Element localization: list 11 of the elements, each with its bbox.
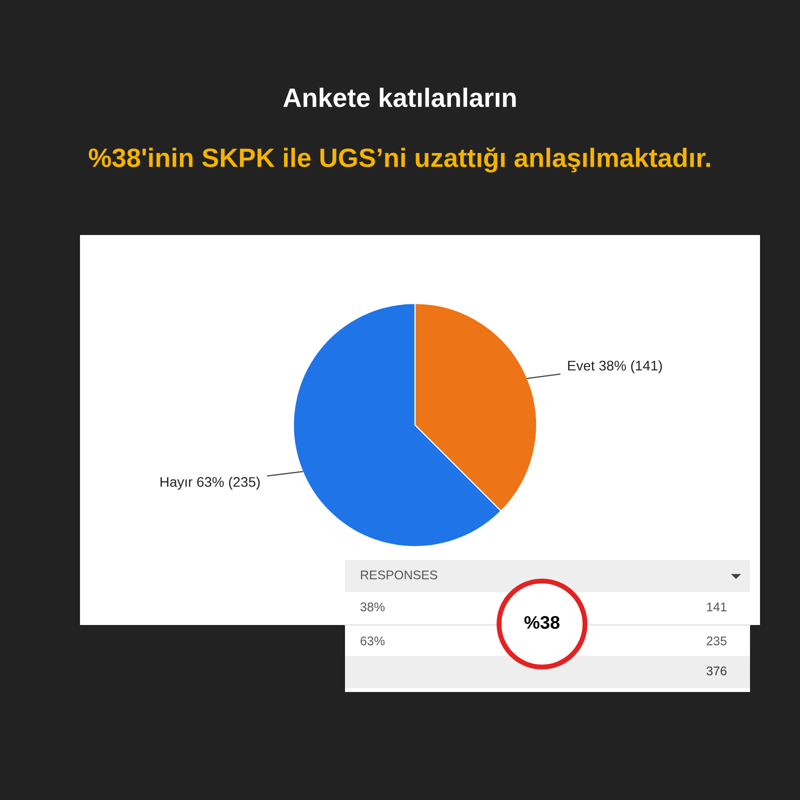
text: RESPONSES — [361, 570, 438, 580]
slice-label: Hayır 63% (235) — [160, 476, 260, 490]
chart-subtitle: %38'inin SKPK ile UGS’ni uzattığı anlaşılmaktadır. — [88, 148, 710, 172]
text: 38% — [360, 602, 385, 612]
text: 141 — [707, 602, 726, 612]
slice-label: Evet 38% (141) — [568, 360, 662, 374]
text: 235 — [706, 636, 726, 646]
text: 376 — [706, 666, 726, 676]
text: 63% — [360, 636, 385, 646]
chart-title: Ankete katılanların — [283, 88, 516, 108]
text: %38 — [524, 616, 560, 629]
